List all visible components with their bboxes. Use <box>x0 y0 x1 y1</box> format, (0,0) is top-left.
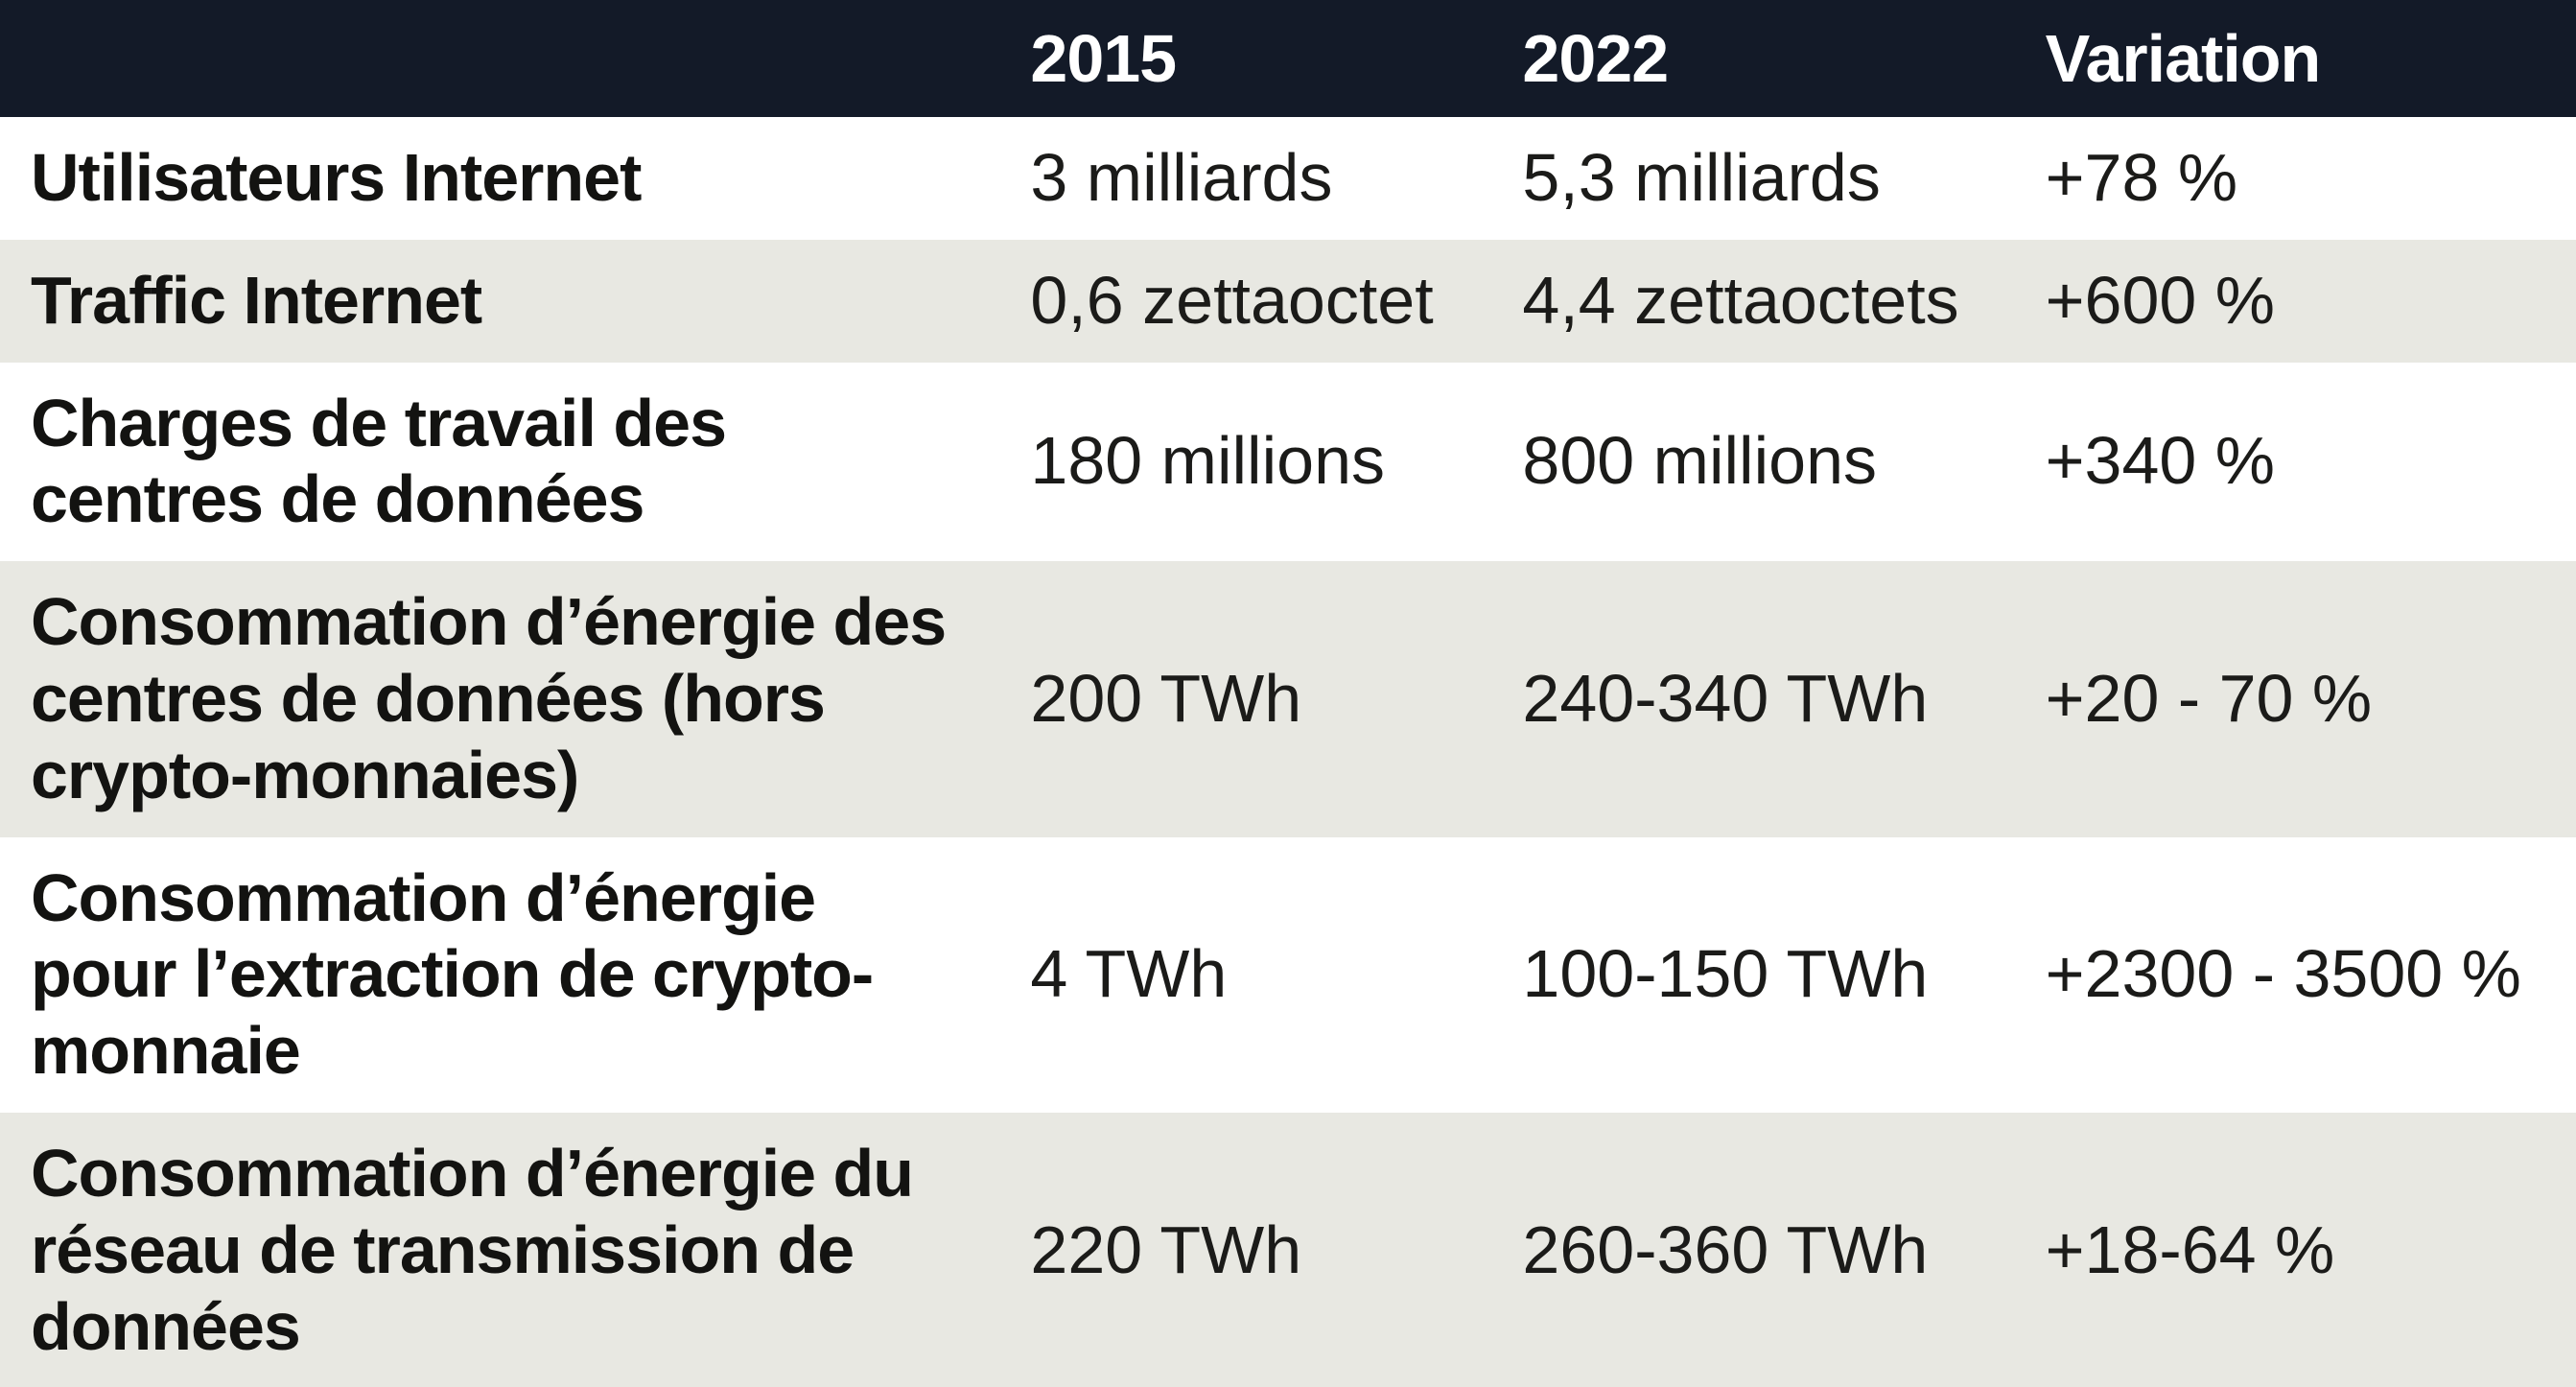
table-header: 2015 2022 Variation <box>0 0 2576 117</box>
cell-2015: 0,6 zettaoctet <box>1030 262 1434 338</box>
cell-2022: 5,3 milliards <box>1522 140 1881 215</box>
row-label: Charges de travail des centres de donnée… <box>31 385 727 537</box>
cell-2022: 800 millions <box>1522 423 1878 499</box>
header-row: 2015 2022 Variation <box>0 0 2576 117</box>
header-cell-empty <box>0 0 1031 117</box>
row-label: Consommation d’énergie du réseau de tran… <box>31 1135 914 1364</box>
cell-2022: 4,4 zettaoctets <box>1522 262 1959 338</box>
table-row-conso-crypto: Consommation d’énergie pour l’extraction… <box>0 836 2576 1113</box>
cell-2022: 100-150 TWh <box>1522 936 1929 1012</box>
cell-variation: +20 - 70 % <box>2045 660 2373 736</box>
cell-variation: +600 % <box>2045 262 2276 338</box>
cell-2015: 3 milliards <box>1030 140 1333 215</box>
row-label: Consommation d’énergie des centres de do… <box>31 584 947 812</box>
cell-variation: +18-64 % <box>2045 1211 2335 1287</box>
row-label: Utilisateurs Internet <box>31 140 642 215</box>
row-label: Traffic Internet <box>31 262 482 338</box>
cell-variation: +2300 - 3500 % <box>2045 936 2521 1012</box>
cell-2015: 220 TWh <box>1030 1211 1302 1287</box>
table-row-charges-travail: Charges de travail des centres de donnée… <box>0 362 2576 562</box>
cell-2022: 260-360 TWh <box>1522 1211 1929 1287</box>
table-row-conso-reseau: Consommation d’énergie du réseau de tran… <box>0 1112 2576 1387</box>
header-cell-2022: 2022 <box>1522 0 2046 117</box>
table-row-conso-centres-donnees: Consommation d’énergie des centres de do… <box>0 561 2576 837</box>
cell-2015: 4 TWh <box>1030 936 1228 1012</box>
cell-variation: +340 % <box>2045 423 2276 499</box>
table-body: Utilisateurs Internet 3 milliards 5,3 mi… <box>0 117 2576 1387</box>
cell-variation: +78 % <box>2045 140 2238 215</box>
header-cell-variation: Variation <box>2045 0 2576 117</box>
header-cell-2015: 2015 <box>1030 0 1523 117</box>
row-label: Consommation d’énergie pour l’extraction… <box>31 859 874 1089</box>
cell-2015: 180 millions <box>1030 423 1386 499</box>
table-row-utilisateurs-internet: Utilisateurs Internet 3 milliards 5,3 mi… <box>0 117 2576 240</box>
table-row-traffic-internet: Traffic Internet 0,6 zettaoctet 4,4 zett… <box>0 239 2576 363</box>
cell-2022: 240-340 TWh <box>1522 660 1929 736</box>
cell-2015: 200 TWh <box>1030 660 1302 736</box>
